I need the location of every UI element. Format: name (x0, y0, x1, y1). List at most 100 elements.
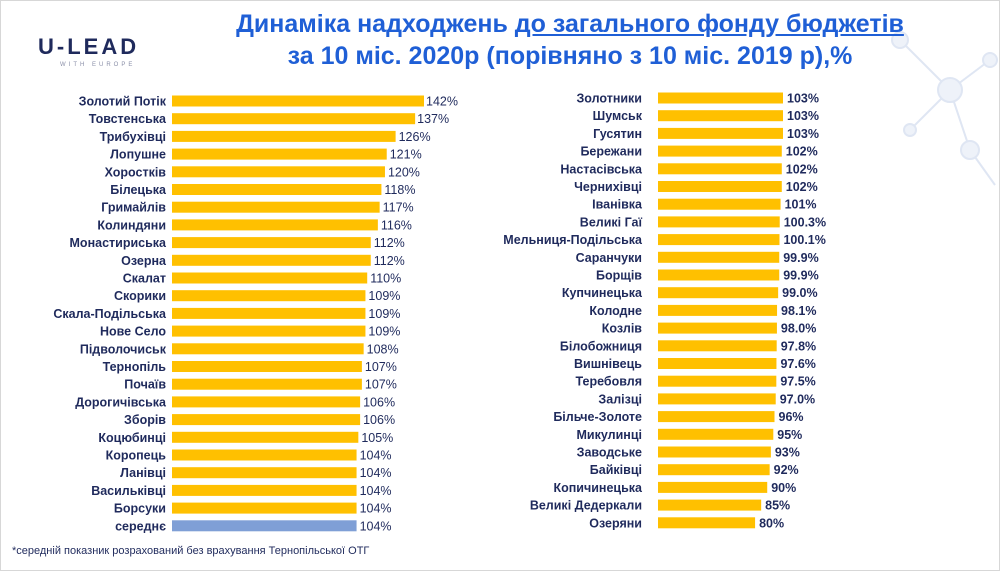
category-label: Скала-Подільська (53, 307, 167, 321)
value-label: 126% (399, 130, 431, 144)
bar (658, 464, 770, 476)
value-label: 102% (786, 180, 818, 194)
value-label: 103% (787, 109, 819, 123)
value-label: 112% (374, 236, 405, 250)
u-lead-logo: U-LEAD WITH EUROPE (38, 34, 168, 74)
bar (172, 361, 362, 372)
category-label: Колиндяни (97, 218, 166, 232)
value-label: 107% (365, 360, 397, 374)
value-label: 142% (426, 95, 458, 109)
value-label: 100.1% (783, 233, 825, 247)
category-label: Іванівка (592, 198, 643, 212)
bar (658, 481, 768, 493)
category-label: Озеряни (589, 516, 642, 530)
category-label: Золотники (576, 92, 642, 106)
category-label: Заводське (577, 446, 642, 460)
bar (658, 251, 780, 263)
category-label: Тернопіль (103, 360, 167, 374)
value-label: 104% (360, 519, 392, 533)
bar (172, 272, 368, 284)
value-label: 109% (368, 307, 400, 321)
title-part1: Динаміка надходжень (236, 10, 515, 38)
value-label: 118% (384, 183, 415, 197)
value-label: 97.5% (780, 375, 815, 389)
category-label: Білецька (110, 183, 167, 197)
bar (172, 184, 382, 195)
page-title: Динаміка надходжень до загального фонду … (170, 8, 970, 72)
bar (658, 393, 776, 405)
category-label: Васильківці (91, 484, 166, 498)
value-label: 104% (360, 449, 392, 463)
value-label: 99.9% (783, 251, 818, 265)
bar (172, 148, 387, 160)
title-line2: за 10 міс. 2020р (порівняно з 10 міс. 20… (287, 42, 853, 70)
bar (172, 467, 357, 479)
bar (658, 411, 775, 423)
value-label: 96% (779, 410, 804, 424)
category-label: Копичинецька (553, 481, 643, 495)
bar (658, 216, 780, 228)
value-label: 105% (361, 431, 393, 445)
bar (658, 269, 780, 281)
value-label: 102% (786, 145, 818, 159)
bar (658, 287, 779, 299)
value-label: 97.8% (781, 339, 816, 353)
bar (172, 307, 366, 319)
category-label: Товстенська (89, 112, 167, 126)
value-label: 99.0% (782, 286, 817, 300)
category-label: Байківці (590, 463, 642, 477)
bar (172, 113, 416, 125)
bar (658, 428, 774, 440)
value-label: 104% (360, 484, 392, 498)
value-label: 98.0% (781, 322, 816, 336)
value-label: 137% (417, 112, 449, 126)
title-part2: до загального фонду бюджетів (514, 10, 904, 38)
bar (658, 358, 777, 369)
value-label: 107% (365, 378, 397, 392)
bar (172, 201, 380, 213)
value-label: 103% (787, 92, 819, 106)
bar (172, 130, 396, 142)
bar (658, 517, 756, 529)
value-label: 109% (368, 325, 400, 339)
category-label: Гусятин (593, 127, 642, 141)
value-label: 90% (771, 481, 796, 495)
value-label: 99.9% (783, 269, 818, 283)
category-label: Скалат (123, 272, 166, 286)
value-label: 104% (360, 466, 392, 480)
category-label: Великі Гаї (580, 215, 643, 229)
bar (172, 254, 371, 266)
value-label: 100.3% (784, 215, 826, 229)
bar (172, 219, 378, 231)
value-label: 108% (367, 342, 399, 356)
category-label: Гримайлів (101, 201, 166, 215)
category-label: Бережани (580, 145, 642, 159)
category-label: Теребовля (576, 375, 643, 389)
category-label: Дорогичівська (75, 395, 167, 409)
value-label: 97.0% (780, 392, 815, 406)
category-label: Вишнівець (574, 357, 642, 371)
logo-text: U-LEAD (38, 34, 140, 59)
value-label: 106% (363, 413, 395, 427)
bar (658, 163, 782, 175)
footnote: *середній показник розрахований без врах… (12, 545, 370, 557)
value-label: 103% (787, 127, 819, 141)
logo-subtext: WITH EUROPE (60, 62, 136, 68)
category-label: Микулинці (577, 428, 642, 442)
category-label: Мельниця-Подільська (503, 233, 643, 247)
value-label: 101% (785, 198, 817, 212)
bar (172, 325, 366, 337)
bar (172, 396, 361, 408)
bar (658, 234, 780, 246)
value-label: 97.6% (780, 357, 815, 371)
bar (658, 145, 782, 157)
category-label: Лопушне (110, 148, 166, 162)
bar (658, 304, 778, 316)
value-label: 109% (368, 289, 400, 303)
chart-2: Золотники 103% Шумськ 103% Гусятин 103% Бережа… (503, 92, 826, 531)
value-label: 120% (388, 165, 420, 179)
category-label: Великі Дедеркали (530, 499, 642, 513)
category-label: Коцюбинці (98, 431, 166, 445)
bar (172, 484, 357, 496)
